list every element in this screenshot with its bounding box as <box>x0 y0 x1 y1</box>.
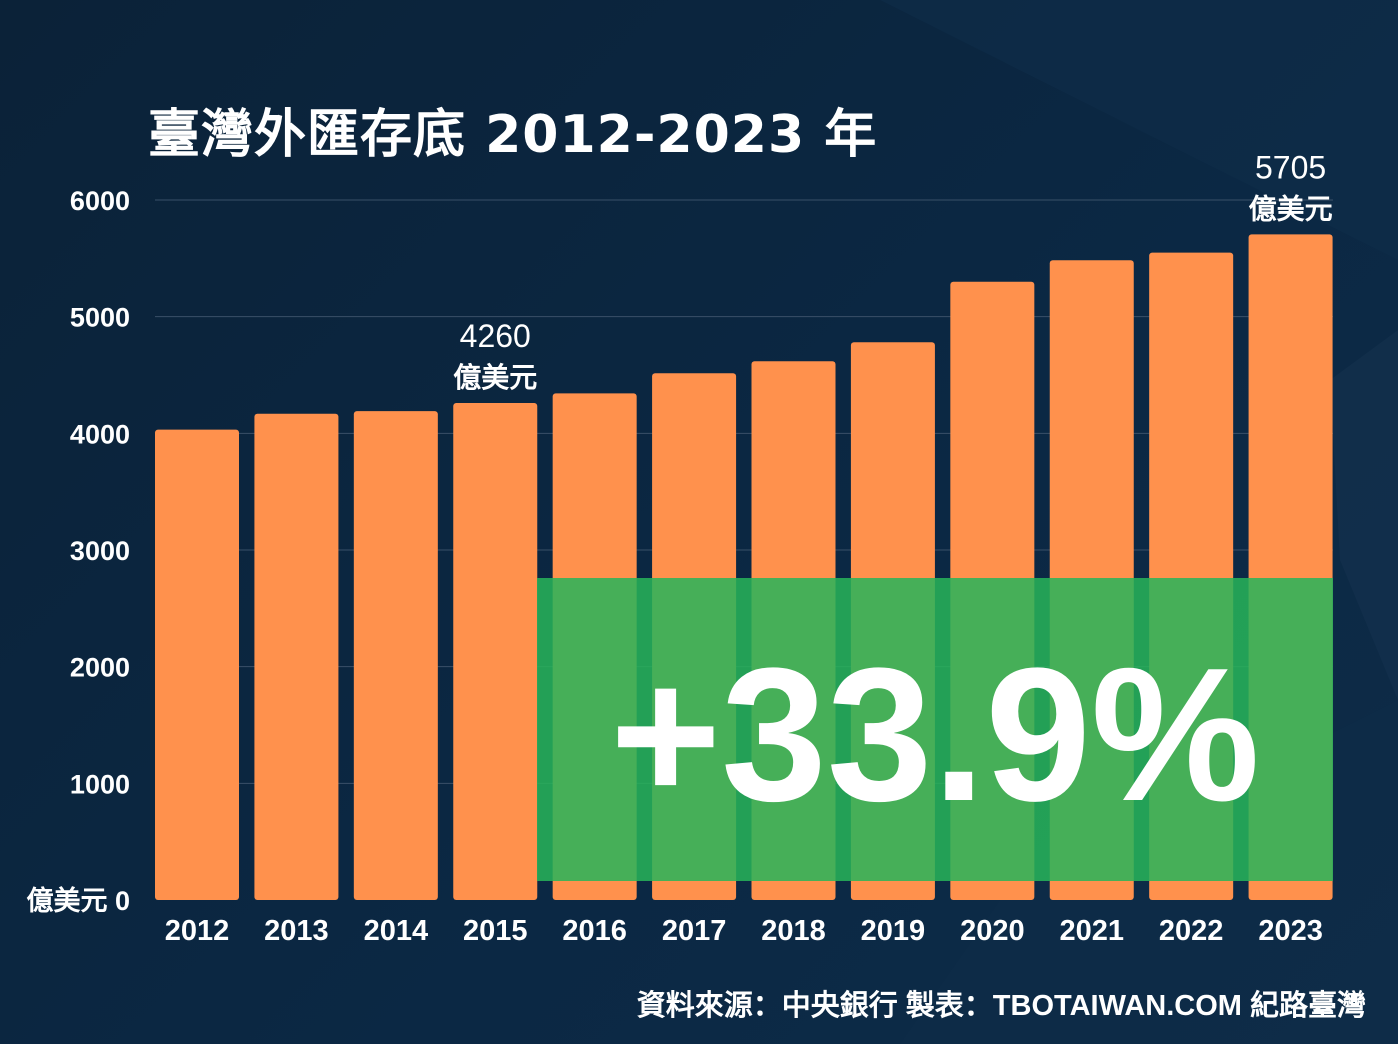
x-tick-label: 2023 <box>1258 915 1323 947</box>
y-tick-label: 3000 <box>70 536 130 566</box>
annotation-unit: 億美元 <box>1249 192 1333 225</box>
x-tick-label: 2020 <box>960 915 1025 947</box>
annotation-unit: 億美元 <box>453 361 537 394</box>
bar-2014 <box>353 411 438 900</box>
y-tick-label: 4000 <box>70 419 130 449</box>
bar-2015 <box>453 403 538 900</box>
bar-2013 <box>254 413 339 900</box>
y-tick-label: 5000 <box>70 303 130 333</box>
x-tick-label: 2019 <box>861 915 926 947</box>
chart-title: 臺灣外匯存底 2012-2023 年 <box>148 105 878 165</box>
x-tick-label: 2012 <box>165 915 230 947</box>
x-tick-label: 2022 <box>1159 915 1224 947</box>
y-tick-label: 2000 <box>70 653 130 683</box>
x-tick-label: 2014 <box>364 915 429 947</box>
x-tick-label: 2013 <box>264 915 329 947</box>
y-tick-label: 6000 <box>70 186 130 216</box>
y-tick-label: 億美元 0 <box>26 885 130 916</box>
x-tick-label: 2018 <box>761 915 826 947</box>
highlight-text: +33.9% <box>610 629 1260 841</box>
annotation-value: 4260 <box>460 318 531 354</box>
bar-2012 <box>155 429 239 900</box>
source-note: 資料來源：中央銀行 製表：TBOTAIWAN.COM 紀路臺灣 <box>636 990 1366 1022</box>
x-tick-label: 2021 <box>1059 915 1124 947</box>
x-tick-label: 2016 <box>562 915 627 947</box>
x-tick-label: 2017 <box>662 915 727 947</box>
highlight-box <box>537 578 1333 881</box>
annotation-value: 5705 <box>1255 149 1326 185</box>
y-tick-label: 1000 <box>70 769 130 799</box>
x-tick-label: 2015 <box>463 915 528 947</box>
